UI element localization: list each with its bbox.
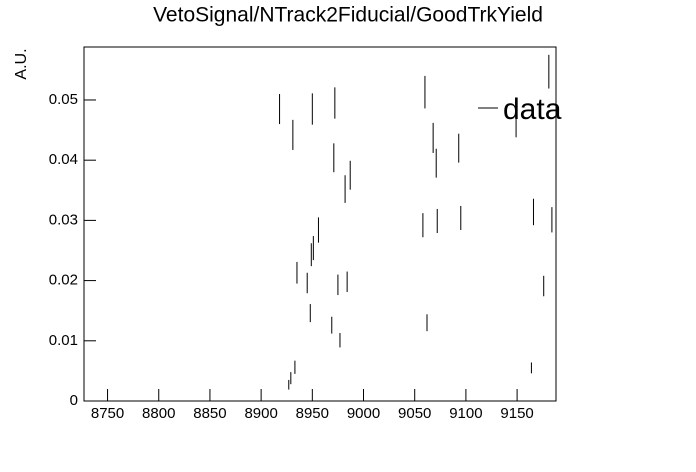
x-tick-label: 9100 [449, 405, 482, 422]
plot-frame [83, 46, 557, 402]
x-tick-label: 8850 [193, 405, 226, 422]
y-axis-label: A.U. [13, 48, 30, 79]
y-tick-label: 0 [70, 392, 78, 409]
y-tick-label: 0.04 [49, 151, 78, 168]
y-tick-label: 0.05 [49, 91, 78, 108]
x-tick-label: 9150 [500, 405, 533, 422]
y-tick-label: 0.03 [49, 211, 78, 228]
x-tick-label: 8750 [91, 405, 124, 422]
x-tick-label: 8950 [296, 405, 329, 422]
legend-label: data [503, 93, 562, 126]
y-tick-label: 0.02 [49, 272, 78, 289]
x-tick-label: 8900 [244, 405, 277, 422]
x-tick-label: 9050 [398, 405, 431, 422]
x-tick-label: 9000 [347, 405, 380, 422]
chart-title: VetoSignal/NTrack2Fiducial/GoodTrkYield [153, 4, 543, 27]
y-tick-label: 0.01 [49, 332, 78, 349]
x-tick-label: 8800 [142, 405, 175, 422]
